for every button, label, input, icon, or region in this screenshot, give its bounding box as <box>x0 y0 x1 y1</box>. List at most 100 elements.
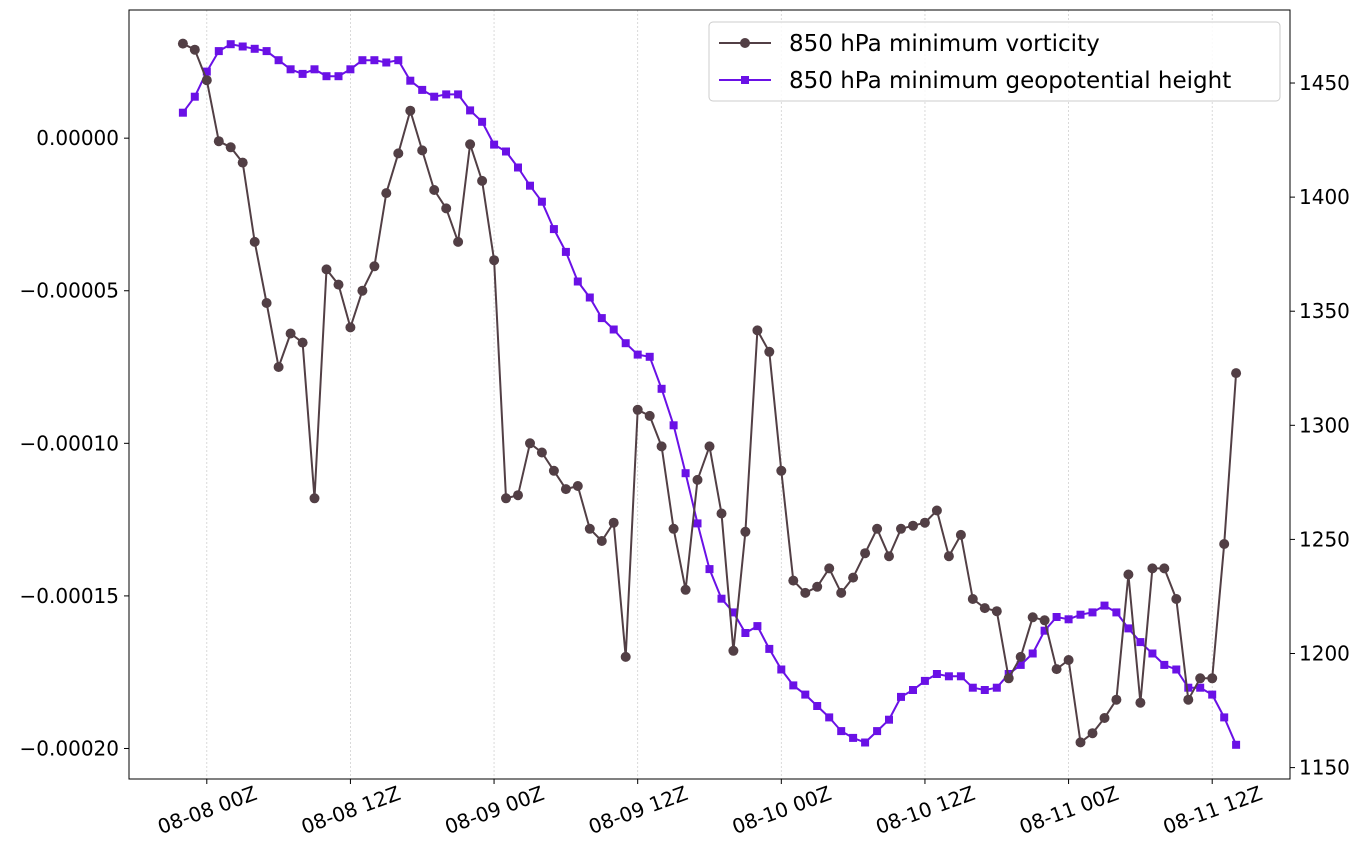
data-point <box>824 563 835 574</box>
y-left-tick-label: 0.00000 <box>36 126 119 150</box>
data-point <box>274 56 283 65</box>
data-point <box>669 421 678 430</box>
data-point <box>1148 649 1157 658</box>
data-point <box>967 594 978 604</box>
x-tick-label: 08-11 12Z <box>1160 781 1266 839</box>
data-point <box>908 520 918 531</box>
data-point <box>502 147 510 156</box>
data-point <box>584 523 595 534</box>
data-point <box>1207 673 1218 684</box>
data-point <box>226 40 235 49</box>
data-point <box>394 56 403 65</box>
data-point <box>190 92 199 101</box>
series-layer <box>177 38 1242 749</box>
data-point <box>201 75 212 86</box>
data-point <box>1160 660 1169 669</box>
data-point <box>632 404 643 415</box>
legend-label-geopotential: 850 hPa minimum geopotential height <box>789 68 1231 94</box>
series-line <box>182 43 1238 746</box>
data-point <box>1112 608 1121 617</box>
data-point <box>956 672 965 681</box>
data-point <box>1087 728 1098 739</box>
data-point <box>418 85 427 94</box>
data-point <box>382 58 391 67</box>
series-line <box>182 42 1238 744</box>
data-point <box>237 157 248 168</box>
data-point <box>177 38 188 49</box>
data-point <box>1147 563 1158 574</box>
data-point <box>764 346 775 357</box>
data-point <box>1051 664 1062 675</box>
data-point <box>633 350 642 359</box>
data-point <box>740 526 751 537</box>
data-point <box>955 529 966 540</box>
data-point <box>441 203 452 214</box>
data-point <box>466 106 475 115</box>
y-left-tick-label: −0.00020 <box>20 736 119 760</box>
data-point <box>620 651 631 662</box>
data-point <box>980 686 989 694</box>
legend-label-vorticity: 850 hPa minimum vorticity <box>789 31 1100 57</box>
data-point <box>526 181 534 190</box>
data-point <box>1075 737 1086 748</box>
data-point <box>1063 655 1074 665</box>
data-point <box>860 548 871 559</box>
data-point <box>777 665 786 674</box>
data-point <box>752 325 763 336</box>
data-point <box>943 551 954 562</box>
data-point <box>1016 660 1025 669</box>
data-point <box>262 47 271 56</box>
data-point <box>345 322 356 333</box>
x-tick-label: 08-08 00Z <box>154 781 260 839</box>
data-point <box>944 672 953 681</box>
data-point <box>1136 638 1145 647</box>
data-point <box>596 536 607 546</box>
data-point <box>310 65 319 74</box>
data-point <box>309 493 320 504</box>
data-point <box>1220 713 1229 722</box>
data-point <box>369 261 380 272</box>
data-point <box>454 90 463 99</box>
data-point <box>358 56 367 65</box>
x-tick-label: 08-09 12Z <box>585 781 691 839</box>
data-point <box>1003 673 1014 684</box>
data-point <box>1183 694 1194 705</box>
data-point <box>213 136 224 147</box>
data-point <box>1111 694 1122 705</box>
data-point <box>668 523 679 534</box>
data-point <box>285 328 296 339</box>
data-point <box>717 594 726 603</box>
data-point <box>644 410 655 421</box>
y-right-tick-label: 1300 <box>1299 413 1350 437</box>
x-grid <box>206 10 1213 779</box>
x-tick-label: 08-10 12Z <box>872 781 978 839</box>
data-point <box>728 645 739 656</box>
data-point <box>249 236 260 247</box>
x-tick-label: 08-09 00Z <box>442 781 548 839</box>
data-point <box>537 197 546 206</box>
data-point <box>1040 626 1049 635</box>
data-point <box>692 474 703 485</box>
data-point <box>896 523 906 534</box>
y-left-tick-label: −0.00010 <box>20 431 119 455</box>
data-point <box>1039 615 1050 626</box>
data-point <box>800 587 811 598</box>
data-point <box>621 339 630 348</box>
data-point <box>525 438 535 449</box>
data-point <box>909 686 917 694</box>
data-point <box>261 298 272 308</box>
data-point <box>1231 368 1242 379</box>
data-point <box>897 692 905 701</box>
data-point <box>478 117 487 126</box>
data-point <box>370 56 379 65</box>
y-left-tick-label: −0.00015 <box>20 584 119 608</box>
data-point <box>680 584 691 595</box>
data-point <box>489 255 500 266</box>
y-right-tick-label: 1450 <box>1299 71 1350 95</box>
data-point <box>286 65 295 74</box>
data-point <box>1172 665 1181 674</box>
data-point <box>968 683 977 692</box>
data-point <box>991 606 1002 617</box>
y-axis-right: 1150 1200 1250 1300 1350 1400 1450 <box>1290 71 1350 780</box>
data-point <box>417 145 428 156</box>
